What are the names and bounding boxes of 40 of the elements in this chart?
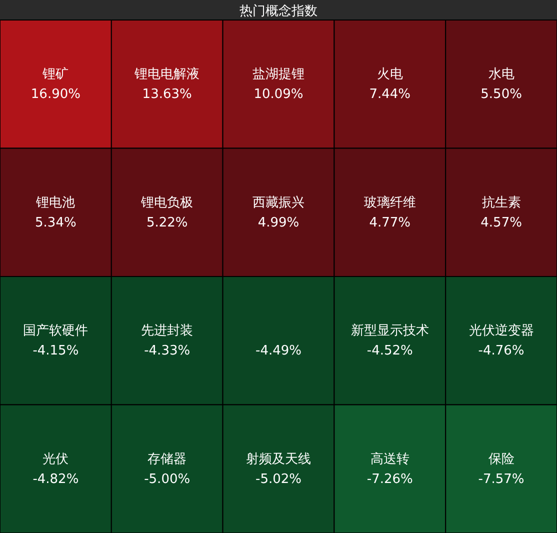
- category-label: 西藏振兴: [252, 195, 304, 210]
- category-label: 国产软硬件: [23, 324, 88, 339]
- data-label: 5.50%: [480, 87, 522, 102]
- category-label: 锂电负极: [140, 195, 194, 210]
- data-label: 4.99%: [258, 215, 300, 230]
- data-label: 13.63%: [142, 87, 192, 102]
- category-label: 水电: [488, 67, 514, 82]
- data-label: -4.49%: [256, 344, 302, 359]
- data-label: 16.90%: [30, 87, 80, 102]
- data-label: -4.76%: [478, 344, 524, 359]
- category-label: 保险: [488, 452, 514, 467]
- data-label: -5.00%: [144, 472, 190, 487]
- data-label: 5.22%: [146, 215, 188, 230]
- data-label: -7.26%: [366, 472, 413, 487]
- data-label: 4.77%: [369, 215, 411, 230]
- category-label: 锂矿: [42, 67, 69, 82]
- category-label: 光伏: [42, 452, 69, 467]
- data-label: -4.52%: [366, 344, 413, 359]
- data-label: 5.34%: [35, 215, 76, 230]
- category-label: 高送转: [370, 450, 410, 467]
- category-label: 射频及天线: [246, 452, 311, 467]
- category-label: 光伏逆变器: [468, 324, 534, 339]
- data-label: -7.57%: [478, 472, 524, 487]
- category-label: 盐湖提锂: [252, 67, 304, 82]
- data-label: 7.44%: [369, 87, 411, 102]
- category-label: 新型显示技术: [350, 324, 429, 339]
- data-label: -5.02%: [256, 472, 302, 487]
- data-label: 10.09%: [254, 87, 304, 102]
- data-label: -4.82%: [32, 472, 79, 487]
- category-label: 锂电池: [35, 195, 76, 210]
- category-label: 存储器: [148, 452, 187, 467]
- category-label: 抗生素: [482, 195, 521, 210]
- category-label: 先进封装: [141, 324, 194, 339]
- data-label: 4.57%: [480, 215, 522, 230]
- data-label: -4.15%: [32, 344, 79, 359]
- data-label: -4.33%: [144, 344, 190, 359]
- category-label: 火电: [376, 67, 403, 82]
- text: 热门概念指数: [240, 3, 318, 19]
- category-label: 玻璃纤维: [364, 195, 416, 210]
- category-label: 锂电电解液: [134, 67, 200, 82]
